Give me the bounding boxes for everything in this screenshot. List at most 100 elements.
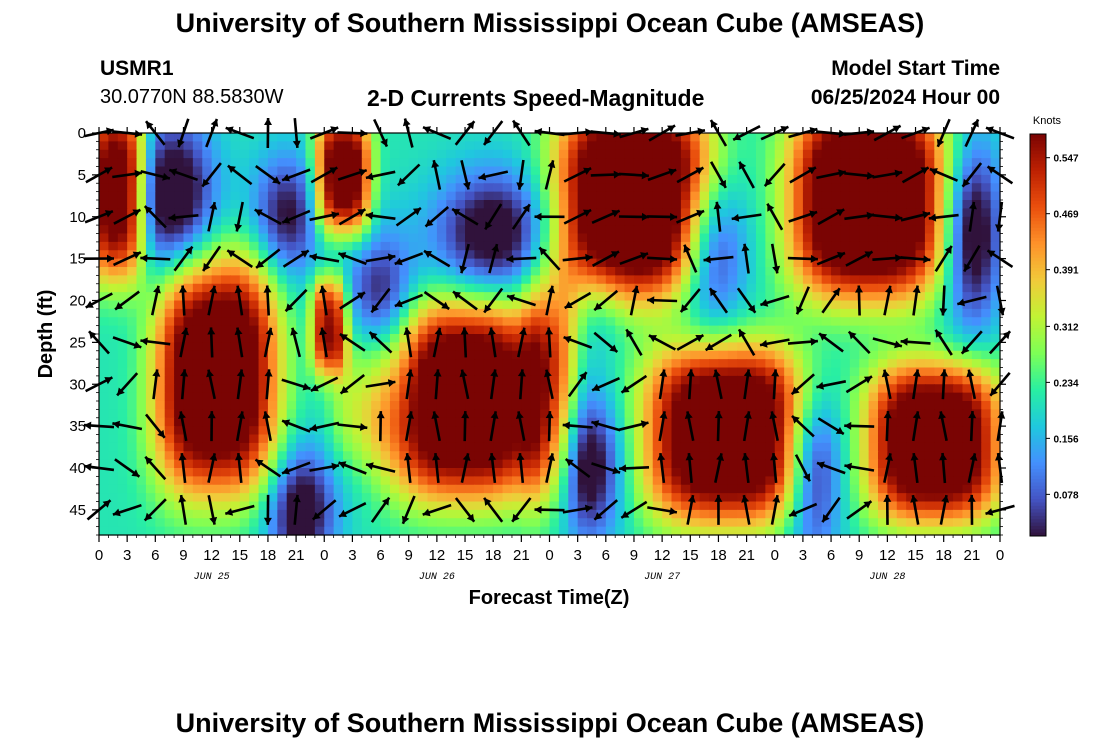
- heatmap-cell: [774, 501, 785, 511]
- heatmap-cell: [380, 417, 391, 427]
- heatmap-cell: [136, 409, 147, 419]
- heatmap-cell: [624, 409, 635, 419]
- heatmap-cell: [812, 484, 823, 494]
- heatmap-cell: [737, 141, 748, 151]
- heatmap-cell: [596, 241, 607, 251]
- heatmap-cell: [127, 149, 138, 159]
- heatmap-cell: [765, 166, 776, 176]
- heatmap-cell: [615, 183, 626, 193]
- heatmap-cell: [502, 342, 513, 352]
- current-arrow: [845, 375, 873, 394]
- heatmap-cell: [267, 133, 278, 142]
- heatmap-cell: [202, 233, 213, 243]
- heatmap-cell: [371, 267, 382, 276]
- heatmap-cell: [831, 359, 842, 369]
- heatmap-cell: [277, 225, 288, 235]
- heatmap-cell: [934, 384, 945, 394]
- heatmap-cell: [99, 359, 109, 369]
- heatmap-cell: [211, 526, 222, 536]
- current-arrow: [178, 452, 187, 484]
- heatmap-cell: [192, 334, 203, 343]
- heatmap-cell: [436, 200, 447, 209]
- heatmap-cell: [877, 493, 888, 503]
- heatmap-cell: [389, 451, 400, 461]
- heatmap-cell: [127, 509, 138, 519]
- heatmap-cell: [652, 417, 663, 427]
- heatmap-cell: [474, 233, 485, 243]
- x-tick-label: 15: [907, 547, 924, 564]
- x-tick-label: 18: [710, 547, 727, 564]
- heatmap-cell: [962, 250, 973, 260]
- heatmap-cell: [239, 334, 250, 343]
- heatmap-cell: [680, 526, 691, 536]
- heatmap-cell: [174, 292, 185, 302]
- current-arrow: [488, 452, 497, 484]
- current-arrow: [396, 163, 421, 187]
- heatmap-cell: [662, 509, 673, 519]
- x-tick-label: 0: [545, 547, 553, 564]
- heatmap-cell: [267, 158, 278, 168]
- current-arrow: [370, 287, 391, 314]
- heatmap-cell: [877, 149, 888, 159]
- heatmap-cell: [643, 350, 654, 360]
- heatmap-cell: [962, 367, 973, 377]
- heatmap-cell: [915, 250, 926, 260]
- heatmap-cell: [399, 459, 410, 469]
- heatmap-cell: [755, 267, 766, 276]
- heatmap-cell: [202, 451, 213, 461]
- heatmap-cell: [962, 384, 973, 394]
- y-tick-label: 25: [69, 334, 86, 351]
- heatmap-cell: [990, 200, 1001, 209]
- heatmap-cell: [371, 409, 382, 419]
- heatmap-cell: [324, 225, 335, 235]
- heatmap-cell: [127, 241, 138, 251]
- heatmap-cell: [221, 241, 231, 251]
- heatmap-cell: [465, 141, 476, 151]
- current-arrow: [179, 327, 189, 358]
- heatmap-cell: [699, 241, 710, 251]
- heatmap-cell: [962, 392, 973, 402]
- heatmap-cell: [981, 442, 992, 452]
- heatmap-cell: [727, 375, 738, 385]
- heatmap-cell: [906, 334, 917, 343]
- heatmap-cell: [633, 484, 644, 494]
- heatmap-cell: [840, 133, 851, 142]
- heatmap-cell: [286, 375, 297, 385]
- heatmap-cell: [296, 526, 307, 536]
- heatmap-cell: [418, 149, 429, 159]
- heatmap-cell: [652, 158, 663, 168]
- heatmap-cell: [540, 275, 551, 285]
- heatmap-cell: [286, 426, 297, 436]
- heatmap-cell: [483, 325, 494, 335]
- heatmap-cell: [793, 300, 804, 310]
- heatmap-cell: [943, 359, 954, 369]
- heatmap-cell: [812, 367, 823, 377]
- heatmap-cell: [831, 401, 842, 410]
- heatmap-cell: [577, 308, 588, 318]
- heatmap-cell: [615, 250, 626, 260]
- heatmap-cell: [145, 334, 156, 343]
- heatmap-cell: [117, 359, 128, 369]
- heatmap-cell: [127, 216, 138, 226]
- heatmap-cell: [286, 392, 297, 402]
- heatmap-cell: [296, 208, 307, 218]
- heatmap-cell: [380, 468, 391, 477]
- heatmap-cell: [239, 451, 250, 461]
- heatmap-cell: [587, 493, 598, 503]
- heatmap-cell: [652, 191, 663, 201]
- heatmap-cell: [230, 384, 241, 394]
- heatmap-cell: [164, 476, 175, 486]
- heatmap-cell: [314, 174, 325, 184]
- heatmap-cell: [314, 484, 325, 494]
- heatmap-cell: [831, 392, 842, 402]
- heatmap-cell: [774, 334, 785, 343]
- heatmap-cell: [530, 166, 541, 176]
- heatmap-cell: [774, 233, 785, 243]
- heatmap-cell: [174, 233, 185, 243]
- heatmap-cell: [408, 526, 419, 536]
- heatmap-cell: [258, 200, 269, 209]
- heatmap-cell: [868, 434, 879, 444]
- current-arrow: [292, 494, 301, 525]
- heatmap-cell: [652, 183, 663, 193]
- heatmap-cell: [174, 459, 185, 469]
